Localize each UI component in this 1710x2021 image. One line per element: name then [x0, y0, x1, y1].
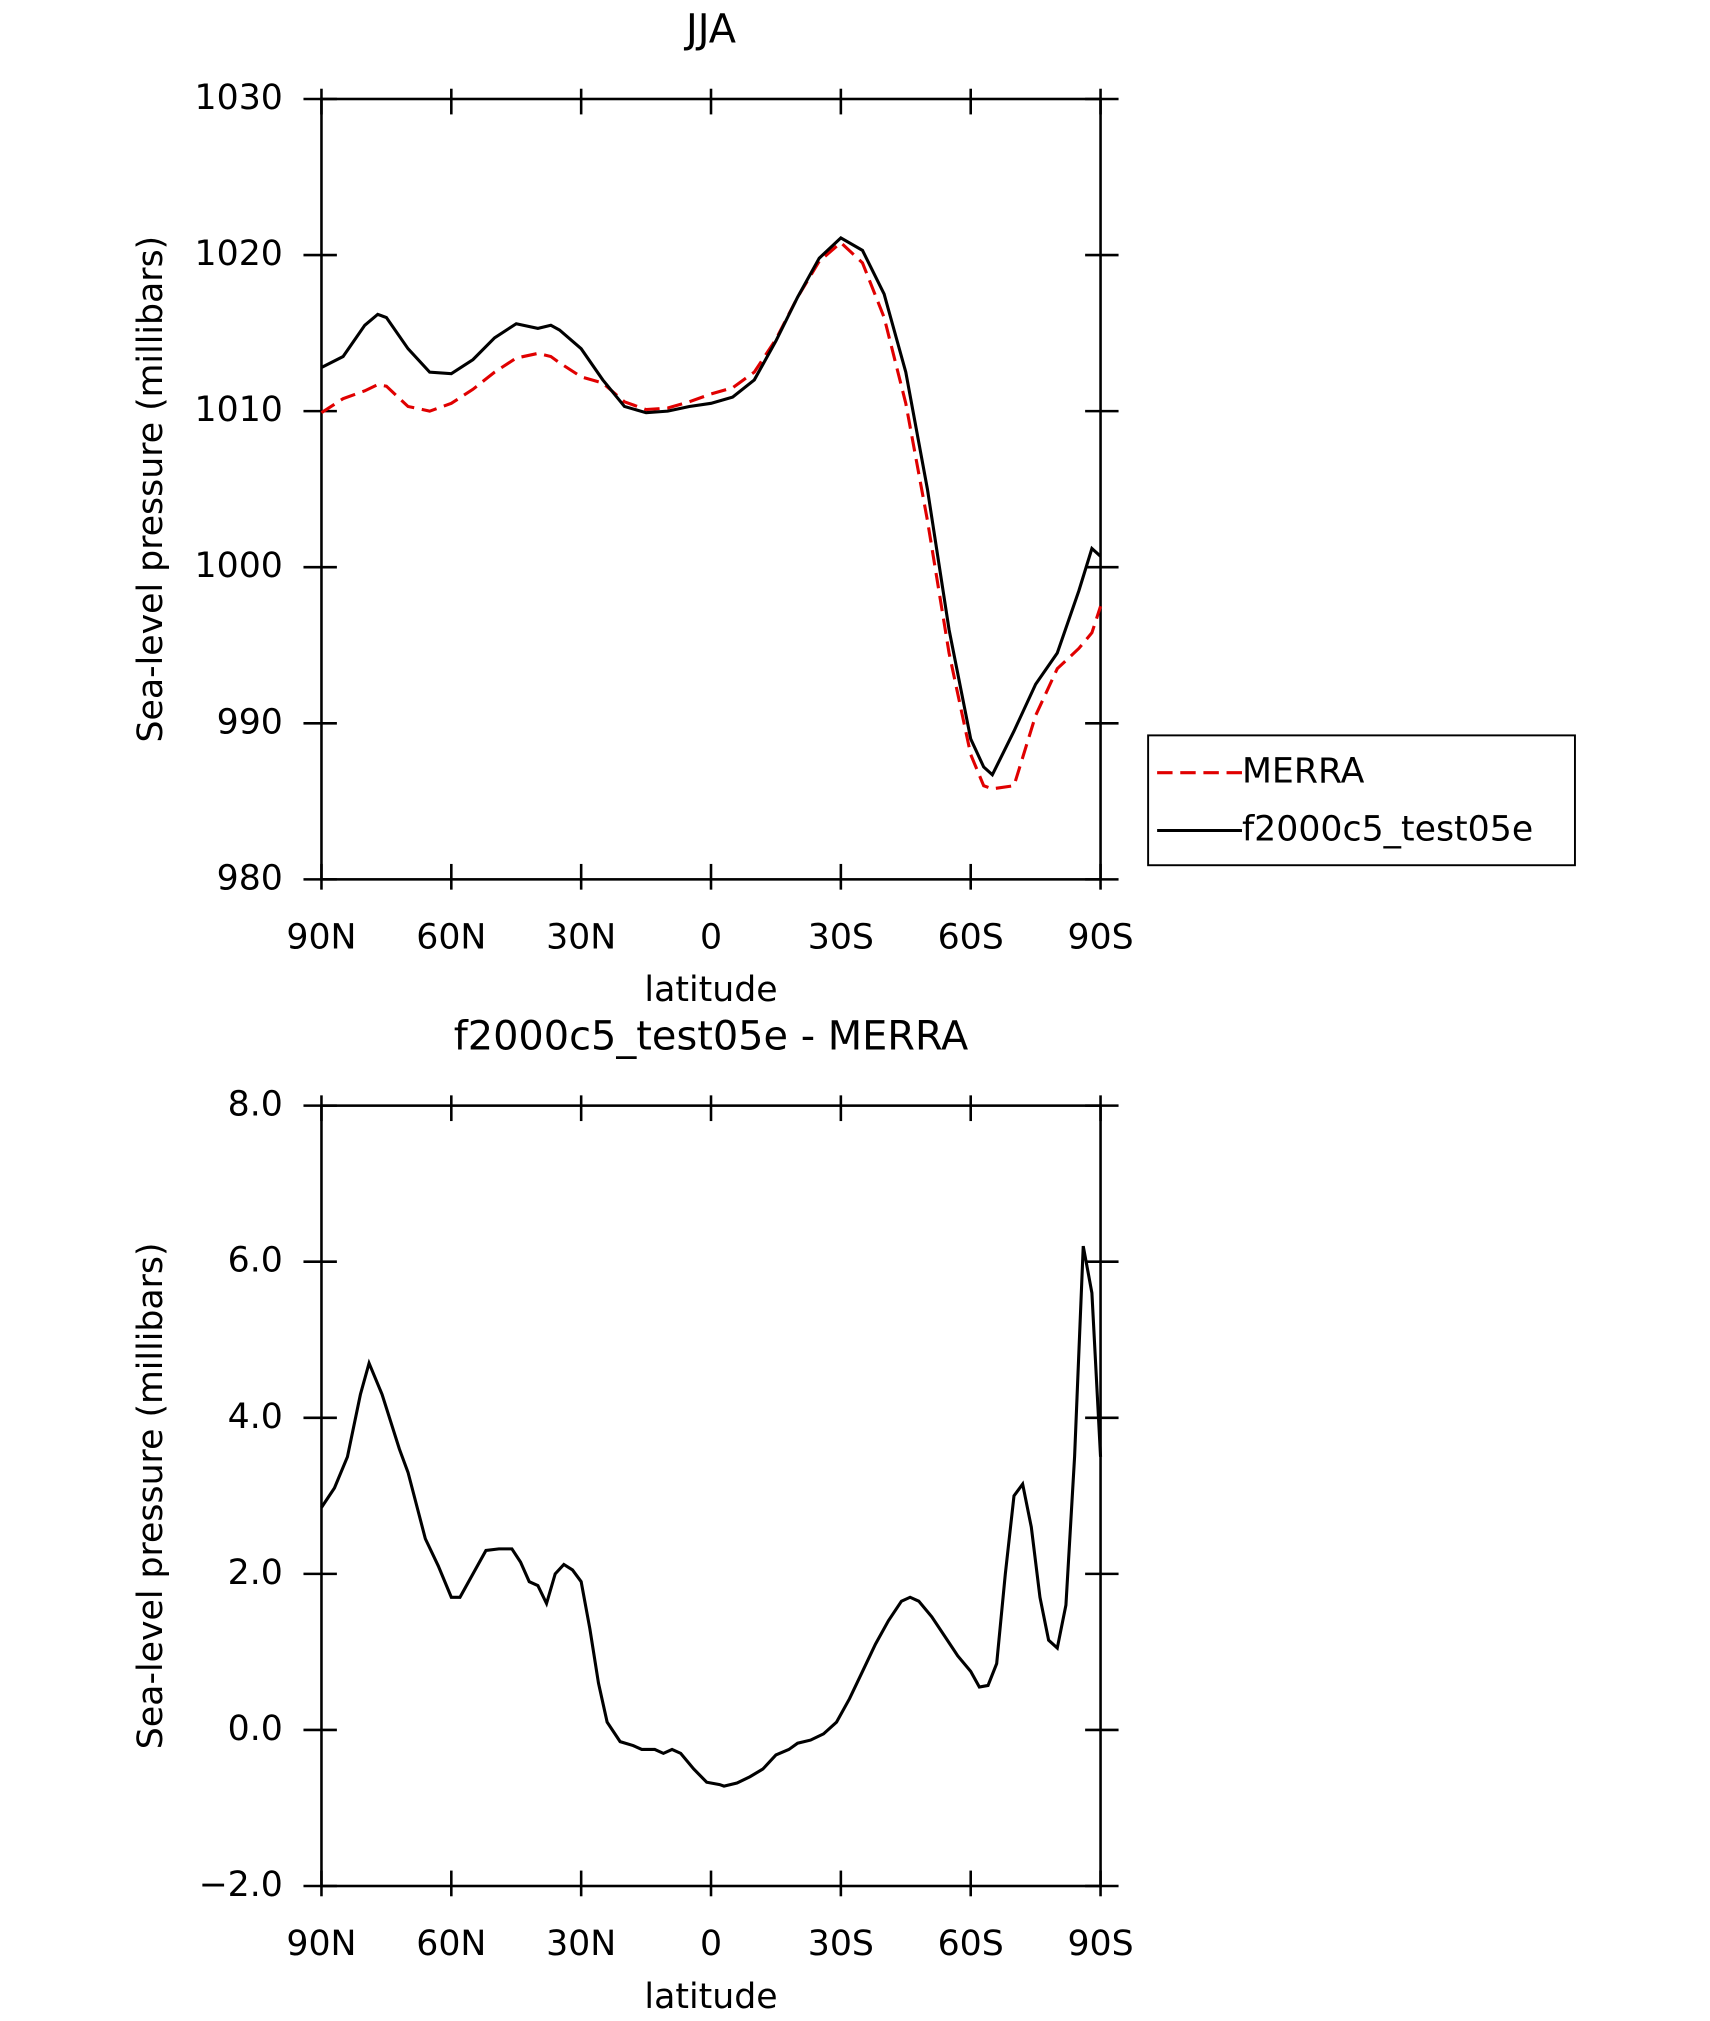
- y-tick-label: 1010: [195, 390, 283, 430]
- x-tick-label: 30S: [808, 918, 874, 958]
- x-tick-label: 0: [700, 918, 722, 958]
- data-line: [320, 240, 1103, 791]
- plot-frame: [320, 97, 1102, 881]
- y-tick-label: 1000: [195, 546, 283, 586]
- x-tick-label: 30S: [808, 1924, 874, 1964]
- y-tick-label: 2.0: [228, 1553, 283, 1593]
- chart-title: f2000c5_test05e - MERRA: [454, 1013, 969, 1059]
- x-tick-label: 90N: [286, 918, 356, 958]
- x-tick-label: 60S: [938, 918, 1004, 958]
- legend-label: f2000c5_test05e: [1242, 810, 1533, 850]
- x-tick-label: 60N: [416, 918, 486, 958]
- x-axis-label: latitude: [644, 970, 777, 1010]
- y-tick-label: −2.0: [199, 1865, 283, 1905]
- x-tick-label: 0: [700, 1924, 722, 1964]
- y-tick-label: 4.0: [228, 1397, 283, 1437]
- legend: MERRA f2000c5_test05e: [1147, 734, 1576, 867]
- x-tick-label: 30N: [546, 918, 616, 958]
- y-tick-label: 1020: [195, 234, 283, 274]
- y-tick-label: 980: [217, 858, 283, 898]
- x-tick-label: 90S: [1067, 1924, 1133, 1964]
- data-line: [320, 235, 1102, 778]
- plot-frame: [320, 1104, 1102, 1888]
- y-axis-label: Sea-level pressure (millibars): [131, 236, 171, 743]
- x-tick-label: 90S: [1067, 918, 1133, 958]
- legend-label: MERRA: [1242, 752, 1365, 792]
- x-tick-label: 60S: [938, 1924, 1004, 1964]
- y-tick-label: 0.0: [228, 1709, 283, 1749]
- y-tick-label: 990: [217, 702, 283, 742]
- y-axis-label: Sea-level pressure (millibars): [131, 1242, 171, 1749]
- x-tick-label: 30N: [546, 1924, 616, 1964]
- x-axis-label: latitude: [644, 1977, 777, 2017]
- data-line: [320, 1245, 1103, 1788]
- y-tick-label: 6.0: [228, 1241, 283, 1281]
- x-tick-label: 90N: [286, 1924, 356, 1964]
- chart-title: JJA: [683, 7, 736, 53]
- x-tick-label: 60N: [416, 1924, 486, 1964]
- legend-box: [1147, 734, 1576, 867]
- y-tick-label: 8.0: [228, 1085, 283, 1125]
- y-tick-label: 1030: [195, 78, 283, 118]
